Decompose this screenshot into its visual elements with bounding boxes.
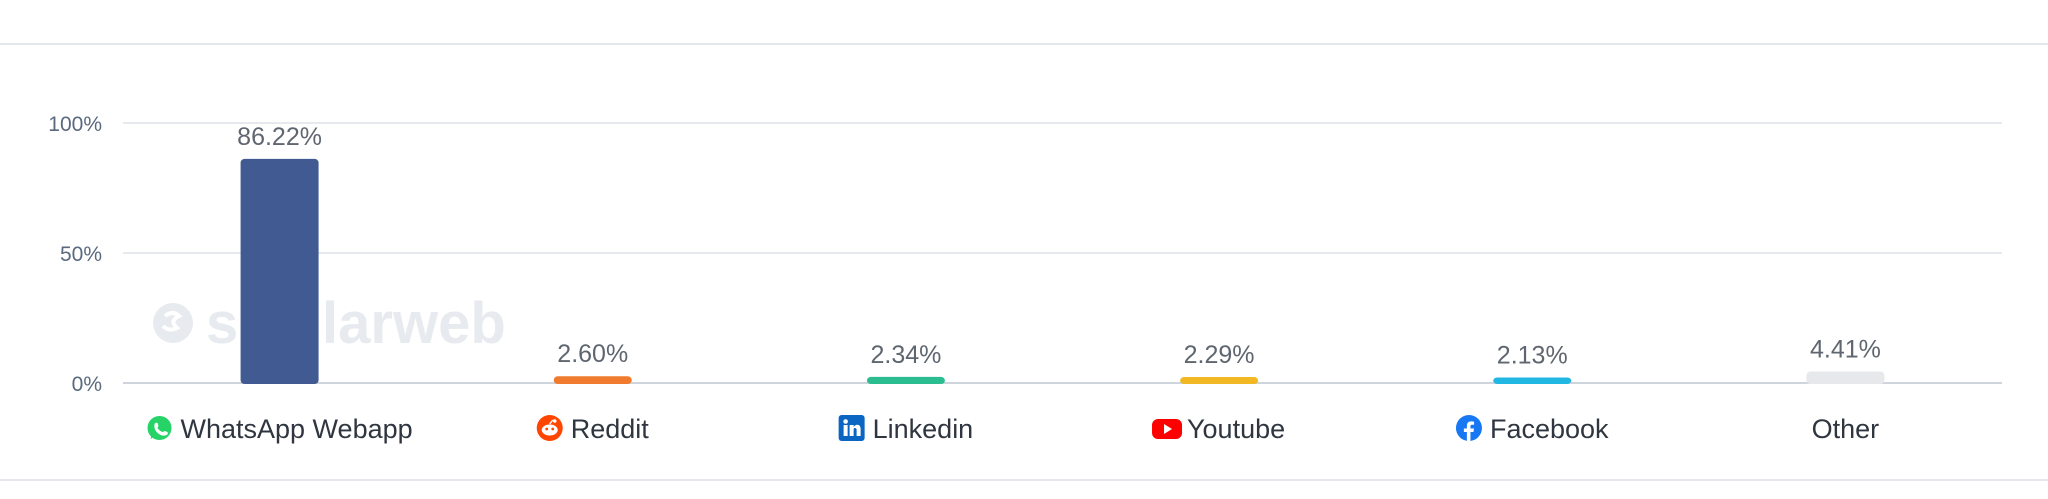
bar[interactable] xyxy=(1493,377,1572,384)
data-label: 2.34% xyxy=(870,341,941,369)
x-category[interactable]: Facebook xyxy=(1455,414,1609,444)
x-tick-label: Other xyxy=(1812,414,1880,444)
data-label: 2.60% xyxy=(557,340,628,368)
y-tick-label: 50% xyxy=(60,243,102,266)
x-tick-label: Youtube xyxy=(1187,414,1285,444)
x-tick-label: Facebook xyxy=(1490,414,1609,444)
top-divider xyxy=(0,43,2048,45)
x-category[interactable]: Youtube xyxy=(1152,414,1285,444)
x-category[interactable]: Reddit xyxy=(536,414,650,444)
x-tick-label: WhatsApp Webapp xyxy=(181,414,413,444)
data-label: 4.41% xyxy=(1810,336,1881,364)
y-tick-label: 0% xyxy=(72,373,102,396)
y-tick-label: 100% xyxy=(48,113,102,136)
x-category[interactable]: Linkedin xyxy=(838,414,974,444)
bar[interactable] xyxy=(1806,371,1885,384)
bar[interactable] xyxy=(1180,377,1259,384)
whatsapp-icon xyxy=(147,416,172,440)
data-label: 2.13% xyxy=(1497,341,1568,369)
data-label: 2.29% xyxy=(1184,341,1255,369)
x-category[interactable]: Other xyxy=(1812,414,1880,444)
data-label: 86.22% xyxy=(237,123,322,151)
bar[interactable] xyxy=(553,376,632,384)
facebook-icon xyxy=(1455,415,1482,441)
reddit-icon xyxy=(536,415,563,441)
linkedin-icon xyxy=(838,415,865,441)
youtube-icon xyxy=(1152,419,1183,439)
x-category[interactable]: WhatsApp Webapp xyxy=(147,414,413,444)
x-tick-label: Linkedin xyxy=(873,414,974,444)
similarweb-watermark: similarweb xyxy=(153,291,506,356)
x-tick-label: Reddit xyxy=(571,414,650,444)
bar[interactable] xyxy=(240,158,319,384)
bottom-divider xyxy=(0,479,2048,481)
bar[interactable] xyxy=(866,376,945,384)
